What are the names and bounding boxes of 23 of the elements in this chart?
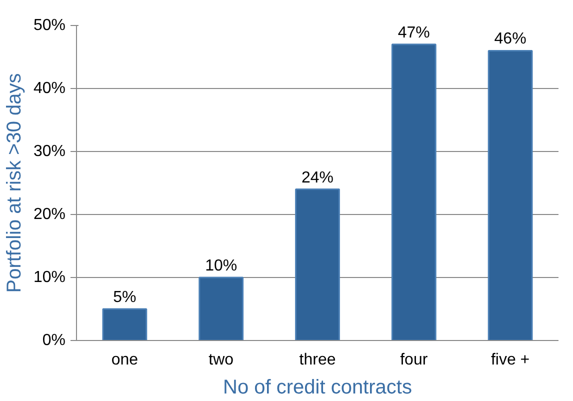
y-tick-label: 40% [33, 80, 66, 97]
x-tick-label: three [299, 352, 336, 368]
y-tick-label: 30% [33, 143, 66, 160]
data-label: 24% [301, 169, 334, 186]
bar [391, 44, 436, 340]
x-tick-label: one [111, 352, 138, 368]
x-tick-label: four [400, 352, 428, 368]
data-label: 47% [398, 24, 430, 42]
y-tick-label: 0% [42, 332, 66, 349]
y-tick-label: 10% [33, 269, 66, 286]
y-tick-label: 50% [33, 17, 66, 34]
data-label: 10% [205, 258, 238, 274]
bar [488, 50, 533, 340]
data-label: 5% [113, 289, 136, 306]
y-tick-label: 20% [33, 206, 66, 223]
data-label: 46% [494, 30, 526, 48]
x-tick-label: two [208, 352, 234, 368]
bar [198, 276, 244, 340]
y-axis-title: Portfolio at risk >30 days [3, 73, 26, 293]
bar [102, 308, 148, 340]
x-tick-label: five + [490, 352, 530, 368]
bar [295, 188, 340, 340]
x-axis-title: No of credit contracts [223, 376, 412, 398]
